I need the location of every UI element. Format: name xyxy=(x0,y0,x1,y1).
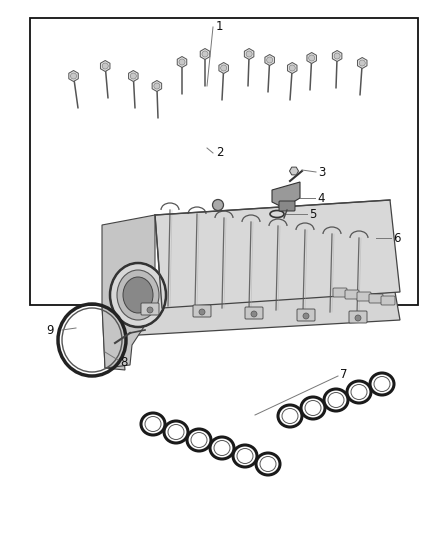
Polygon shape xyxy=(332,51,342,61)
Polygon shape xyxy=(155,200,400,308)
Circle shape xyxy=(147,307,153,313)
FancyBboxPatch shape xyxy=(381,296,395,305)
Circle shape xyxy=(199,309,205,315)
Polygon shape xyxy=(244,49,254,60)
Circle shape xyxy=(179,59,185,65)
Circle shape xyxy=(303,313,309,319)
Polygon shape xyxy=(69,70,78,82)
Circle shape xyxy=(102,63,108,69)
Circle shape xyxy=(334,53,340,59)
Polygon shape xyxy=(290,167,299,175)
Ellipse shape xyxy=(123,277,153,313)
Text: 8: 8 xyxy=(120,356,127,368)
Ellipse shape xyxy=(117,270,159,320)
Polygon shape xyxy=(307,52,316,63)
Polygon shape xyxy=(287,62,297,74)
Polygon shape xyxy=(102,215,155,368)
Circle shape xyxy=(251,311,257,317)
Circle shape xyxy=(221,65,227,71)
Polygon shape xyxy=(200,49,210,60)
FancyBboxPatch shape xyxy=(333,288,347,297)
Text: 3: 3 xyxy=(318,166,325,179)
FancyBboxPatch shape xyxy=(297,309,315,321)
Text: 4: 4 xyxy=(317,191,325,205)
Circle shape xyxy=(289,65,295,71)
Polygon shape xyxy=(219,62,229,74)
Polygon shape xyxy=(357,58,367,69)
Circle shape xyxy=(309,55,314,61)
Polygon shape xyxy=(118,292,400,336)
Text: 7: 7 xyxy=(340,368,347,382)
FancyBboxPatch shape xyxy=(349,311,367,323)
Text: 6: 6 xyxy=(393,231,400,245)
FancyBboxPatch shape xyxy=(193,305,211,317)
Ellipse shape xyxy=(110,263,166,327)
Polygon shape xyxy=(152,80,162,92)
Circle shape xyxy=(212,199,223,211)
FancyBboxPatch shape xyxy=(245,307,263,319)
Text: 9: 9 xyxy=(46,324,53,336)
Circle shape xyxy=(359,60,365,66)
Circle shape xyxy=(202,51,208,57)
Circle shape xyxy=(130,73,136,79)
Polygon shape xyxy=(129,70,138,82)
Circle shape xyxy=(71,73,77,79)
Polygon shape xyxy=(102,305,125,370)
FancyBboxPatch shape xyxy=(369,294,383,303)
Circle shape xyxy=(246,51,252,57)
FancyBboxPatch shape xyxy=(357,292,371,301)
Polygon shape xyxy=(100,61,110,71)
Polygon shape xyxy=(177,56,187,68)
Circle shape xyxy=(355,315,361,321)
Polygon shape xyxy=(265,54,275,66)
FancyBboxPatch shape xyxy=(345,290,359,299)
Bar xyxy=(30,18,418,305)
FancyBboxPatch shape xyxy=(141,303,159,315)
Polygon shape xyxy=(272,182,300,206)
Circle shape xyxy=(154,83,160,89)
Text: 1: 1 xyxy=(216,20,223,34)
FancyBboxPatch shape xyxy=(279,201,295,211)
Text: 5: 5 xyxy=(309,207,316,221)
Circle shape xyxy=(267,57,273,63)
Text: 2: 2 xyxy=(216,147,223,159)
